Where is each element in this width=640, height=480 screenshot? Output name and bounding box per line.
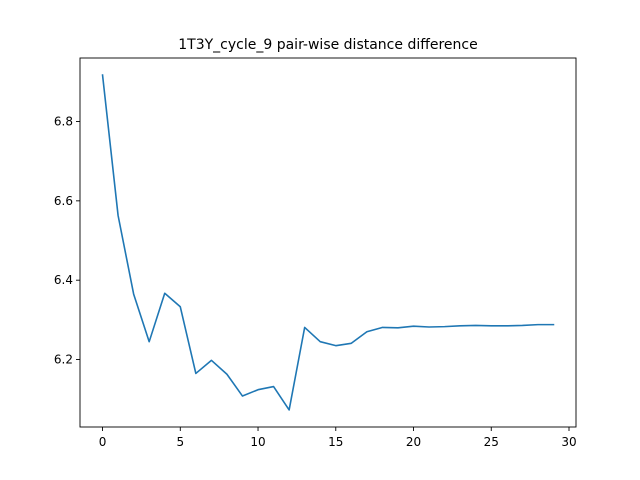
y-tick-label: 6.8 xyxy=(54,114,73,128)
x-tick-label: 5 xyxy=(176,435,184,449)
y-tick-label: 6.6 xyxy=(54,194,73,208)
chart-title: 1T3Y_cycle_9 pair-wise distance differen… xyxy=(178,37,477,53)
x-tick-label: 0 xyxy=(99,435,107,449)
y-tick-label: 6.4 xyxy=(54,273,73,287)
x-tick-label: 20 xyxy=(406,435,421,449)
plot-frame xyxy=(79,57,577,428)
y-axis: 6.2 6.4 6.6 6.8 xyxy=(54,114,80,367)
x-axis: 0 5 10 15 20 25 30 xyxy=(99,427,577,449)
x-tick-label: 25 xyxy=(484,435,499,449)
x-tick-label: 15 xyxy=(328,435,343,449)
series-line xyxy=(101,74,555,411)
x-tick-label: 30 xyxy=(561,435,576,449)
x-tick-label: 10 xyxy=(250,435,265,449)
y-tick-label: 6.2 xyxy=(54,353,73,367)
